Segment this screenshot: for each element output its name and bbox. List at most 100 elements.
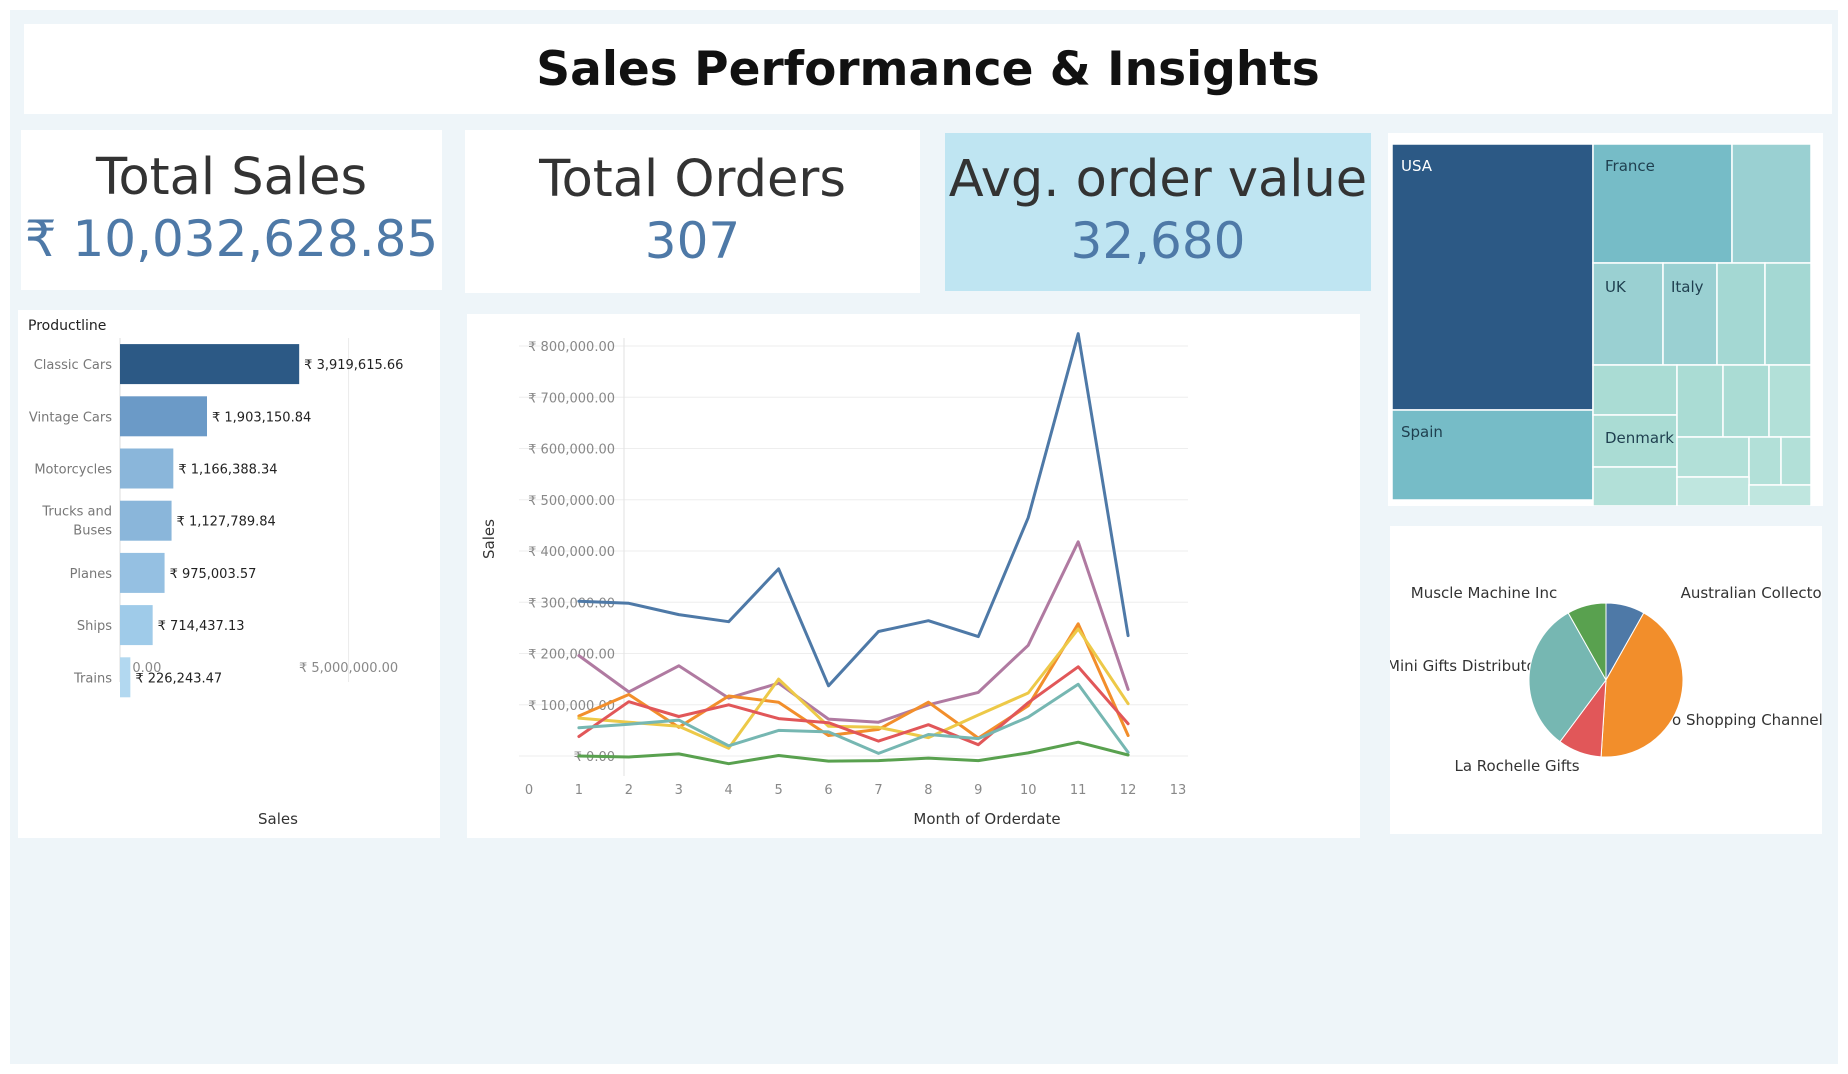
customer-pie-panel: Australian Collectors, Co. Muscle Machin… xyxy=(1387,526,1848,834)
line-chart-xlabel: Month of Orderdate xyxy=(913,810,1060,828)
sales-series-line xyxy=(577,740,1130,766)
productline-category-label: Classic Cars xyxy=(34,358,112,373)
productline-bar xyxy=(120,605,153,646)
line-x-tick-label: 9 xyxy=(974,783,982,798)
line-x-tick-label: 0 xyxy=(525,783,533,798)
kpi-total-orders: Total Orders 307 xyxy=(465,130,920,293)
productline-bar xyxy=(120,657,131,698)
line-y-tick-label: ₹ 400,000.00 xyxy=(528,545,615,560)
pie-label-euro-shopping: Euro Shopping Channel xyxy=(1647,711,1822,729)
line-x-tick-label: 11 xyxy=(1070,783,1087,798)
treemap-cell[interactable] xyxy=(1592,466,1678,507)
bar-x-tick-label: ₹ 5,000,000.00 xyxy=(299,661,398,676)
line-y-tick-label: ₹ 300,000.00 xyxy=(528,596,615,611)
line-chart-panel: Month of Orderdate Sales ₹ 0.00 ₹ 100,000… xyxy=(467,314,1360,838)
kpi-avg-order-value: Avg. order value 32,680 xyxy=(945,133,1371,291)
kpi-avg-order-value-label: Avg. order value xyxy=(948,150,1368,210)
treemap-cell[interactable] xyxy=(1716,262,1766,366)
line-x-tick-label: 4 xyxy=(725,783,733,798)
treemap-label-spain: Spain xyxy=(1401,423,1443,441)
pie-label-muscle-machine: Muscle Machine Inc xyxy=(1411,584,1557,602)
pie-label-la-rochelle: La Rochelle Gifts xyxy=(1454,757,1579,775)
treemap-cell-france[interactable] xyxy=(1592,143,1733,264)
productline-data-label: ₹ 1,127,789.84 xyxy=(177,515,276,530)
line-x-tick-label: 2 xyxy=(625,783,633,798)
line-y-tick-label: ₹ 600,000.00 xyxy=(528,443,615,458)
line-y-tick-label: ₹ 800,000.00 xyxy=(528,340,615,355)
line-y-tick-label: ₹ 200,000.00 xyxy=(528,648,615,663)
productline-bar-chart: Productline Sales ₹ 0.00 ₹ 5,000,000.00Cl… xyxy=(28,318,403,828)
treemap-cell[interactable] xyxy=(1764,262,1812,366)
treemap-cell-uk[interactable] xyxy=(1592,262,1664,366)
line-x-tick-label: 6 xyxy=(824,783,832,798)
kpi-total-sales: Total Sales ₹ 10,032,628.85 xyxy=(21,130,442,290)
line-x-tick-label: 1 xyxy=(575,783,583,798)
kpi-total-orders-label: Total Orders xyxy=(539,149,846,209)
line-x-tick-label: 8 xyxy=(924,783,932,798)
productline-data-label: ₹ 3,919,615.66 xyxy=(304,358,403,373)
line-x-tick-label: 3 xyxy=(675,783,683,798)
productline-bar xyxy=(120,448,174,489)
treemap-label-usa: USA xyxy=(1401,157,1433,175)
treemap-cell[interactable] xyxy=(1780,436,1812,486)
productline-category-label: Buses xyxy=(73,524,112,539)
treemap-cell[interactable] xyxy=(1768,364,1812,438)
pie-label-australian-collectors: Australian Collectors, Co. xyxy=(1681,584,1822,602)
treemap-cell[interactable] xyxy=(1676,364,1724,438)
productline-data-label: ₹ 1,903,150.84 xyxy=(212,410,311,425)
pie-slice xyxy=(1567,602,1607,682)
kpi-total-orders-value: 307 xyxy=(644,211,741,270)
bar-chart-panel: Productline Sales ₹ 0.00 ₹ 5,000,000.00 Cl… xyxy=(18,310,440,838)
productline-bar xyxy=(120,552,165,593)
treemap-cell[interactable] xyxy=(1676,436,1750,478)
productline-category-label: Ships xyxy=(77,619,112,634)
sales-series-line xyxy=(577,682,1130,755)
productline-category-label: Trucks and xyxy=(41,505,112,520)
treemap-cell[interactable] xyxy=(1722,364,1770,438)
line-x-tick-label: 12 xyxy=(1120,783,1137,798)
kpi-total-sales-label: Total Sales xyxy=(95,148,368,208)
sales-series-line xyxy=(577,540,1130,724)
line-x-tick-label: 5 xyxy=(774,783,782,798)
kpi-total-sales-value: ₹ 10,032,628.85 xyxy=(24,210,439,269)
productline-data-label: ₹ 226,243.47 xyxy=(135,671,222,686)
productline-data-label: ₹ 975,003.57 xyxy=(170,567,257,582)
pie-slice xyxy=(1600,612,1684,758)
line-x-tick-label: 7 xyxy=(874,783,882,798)
treemap-cell-usa[interactable] xyxy=(1391,143,1594,411)
treemap-cell[interactable] xyxy=(1592,364,1678,416)
treemap-cell-denmark[interactable] xyxy=(1592,414,1678,468)
productline-category-label: Planes xyxy=(70,567,113,582)
productline-bar xyxy=(120,344,300,385)
sales-series-line xyxy=(577,627,1130,750)
productline-bar xyxy=(120,500,172,541)
treemap-label-france: France xyxy=(1605,157,1655,175)
sales-series-line xyxy=(577,665,1130,747)
bar-chart-xlabel: Sales xyxy=(258,810,298,828)
treemap-cell[interactable] xyxy=(1731,143,1812,264)
treemap-cell[interactable] xyxy=(1748,436,1782,486)
treemap-label-italy: Italy xyxy=(1671,278,1704,296)
country-treemap: USA France Spain UK Italy Denmark xyxy=(1391,143,1812,507)
line-x-tick-label: 13 xyxy=(1170,783,1187,798)
treemap-cell-italy[interactable] xyxy=(1662,262,1718,366)
treemap-label-denmark: Denmark xyxy=(1605,429,1674,447)
treemap-cell[interactable] xyxy=(1676,476,1750,507)
treemap-label-uk: UK xyxy=(1605,278,1627,296)
pie-slice xyxy=(1528,612,1607,743)
line-x-tick-label: 10 xyxy=(1020,783,1037,798)
productline-category-label: Trains xyxy=(73,671,112,686)
line-y-tick-label: ₹ 500,000.00 xyxy=(528,494,615,509)
country-treemap-panel: USA France Spain UK Italy Denmark xyxy=(1388,133,1823,507)
monthly-sales-line-chart: Month of Orderdate Sales ₹ 0.00₹ 100,000… xyxy=(480,332,1188,828)
treemap-cell[interactable] xyxy=(1748,484,1812,507)
treemap-cell-spain[interactable] xyxy=(1391,409,1594,501)
top-customers-pie-chart: Australian Collectors, Co. Muscle Machin… xyxy=(1387,584,1848,775)
line-y-tick-label: ₹ 700,000.00 xyxy=(528,391,615,406)
productline-data-label: ₹ 1,166,388.34 xyxy=(178,463,277,478)
productline-category-label: Motorcycles xyxy=(34,463,112,478)
productline-category-label: Vintage Cars xyxy=(29,410,112,425)
dashboard-title: Sales Performance & Insights xyxy=(24,24,1832,114)
sales-series-line xyxy=(577,332,1130,688)
productline-bar xyxy=(120,396,208,437)
